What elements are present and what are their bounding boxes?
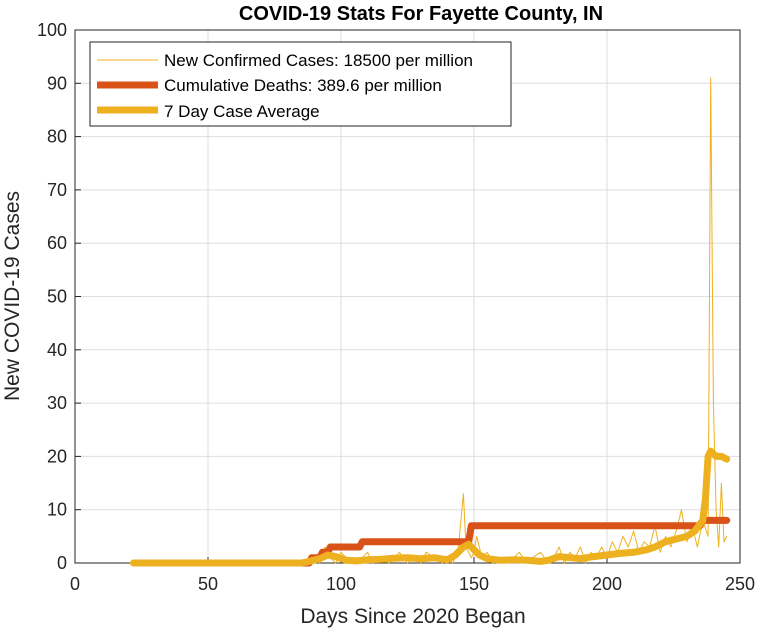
series-layer (130, 77, 731, 567)
y-tick-label: 60 (47, 233, 67, 253)
x-tick-label: 200 (592, 574, 622, 594)
x-tick-label: 0 (70, 574, 80, 594)
x-tick-label: 100 (326, 574, 356, 594)
y-tick-label: 90 (47, 73, 67, 93)
y-tick-label: 0 (57, 553, 67, 573)
y-axis-label: New COVID-19 Cases (1, 191, 24, 401)
legend-label-7day-average: 7 Day Case Average (164, 102, 320, 121)
x-tick-label: 50 (198, 574, 218, 594)
legend: New Confirmed Cases: 18500 per million C… (89, 41, 512, 127)
y-tick-label: 10 (47, 500, 67, 520)
y-tick-label: 100 (37, 20, 67, 40)
y-tick-label: 40 (47, 340, 67, 360)
y-tick-label: 80 (47, 127, 67, 147)
seven-day-average-line (130, 447, 731, 567)
x-axis-label: Days Since 2020 Began (300, 605, 525, 628)
x-tick-label: 250 (725, 574, 755, 594)
y-tick-label: 50 (47, 287, 67, 307)
chart-title: COVID-19 Stats For Fayette County, IN (239, 3, 603, 25)
legend-label-new-cases: New Confirmed Cases: 18500 per million (164, 51, 473, 70)
y-tick-label: 70 (47, 180, 67, 200)
y-tick-label: 20 (47, 446, 67, 466)
legend-label-deaths: Cumulative Deaths: 389.6 per million (164, 76, 442, 95)
x-tick-label: 150 (459, 574, 489, 594)
legend-box (89, 41, 512, 127)
y-tick-label: 30 (47, 393, 67, 413)
